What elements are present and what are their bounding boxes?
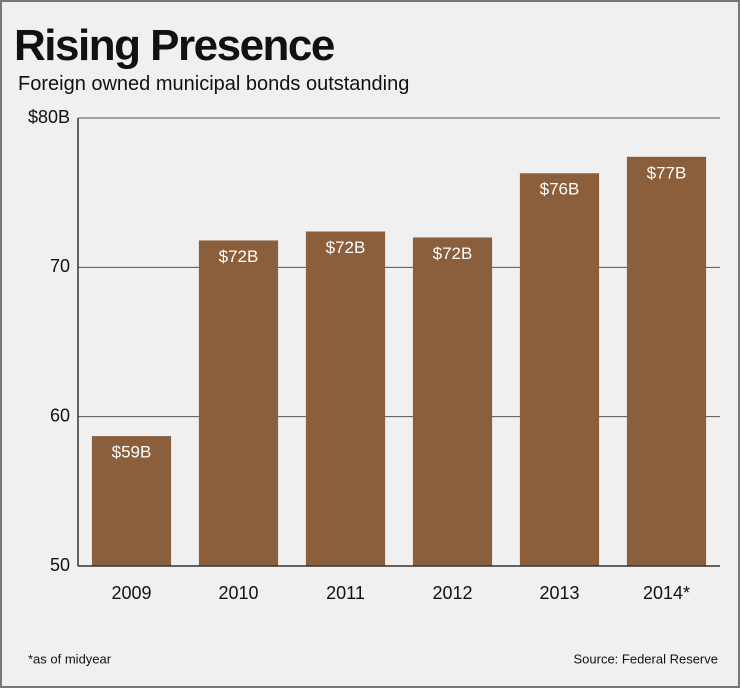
x-tick-label: 2009 bbox=[111, 583, 151, 603]
footnote: *as of midyear bbox=[28, 651, 112, 666]
bar bbox=[412, 237, 493, 566]
chart-title: Rising Presence bbox=[14, 21, 334, 70]
value-label: $72B bbox=[219, 247, 259, 266]
x-tick-label: 2012 bbox=[432, 583, 472, 603]
value-label: $72B bbox=[433, 244, 473, 263]
y-tick-label: 50 bbox=[50, 555, 70, 575]
value-label: $59B bbox=[112, 443, 152, 462]
bar bbox=[91, 436, 172, 566]
y-tick-label: $80B bbox=[28, 107, 70, 127]
chart-subtitle: Foreign owned municipal bonds outstandin… bbox=[18, 73, 409, 95]
y-tick-label: 60 bbox=[50, 405, 70, 425]
value-label: $72B bbox=[326, 238, 366, 257]
source: Source: Federal Reserve bbox=[573, 651, 718, 666]
bar bbox=[198, 240, 279, 566]
bar bbox=[519, 173, 600, 566]
x-tick-label: 2010 bbox=[218, 583, 258, 603]
x-tick-label: 2013 bbox=[539, 583, 579, 603]
x-tick-label: 2014* bbox=[643, 583, 690, 603]
bar bbox=[305, 231, 386, 566]
bar bbox=[626, 156, 707, 566]
value-label: $77B bbox=[647, 163, 687, 182]
x-tick-label: 2011 bbox=[326, 583, 365, 603]
value-label: $76B bbox=[540, 180, 580, 199]
y-tick-label: 70 bbox=[50, 256, 70, 276]
